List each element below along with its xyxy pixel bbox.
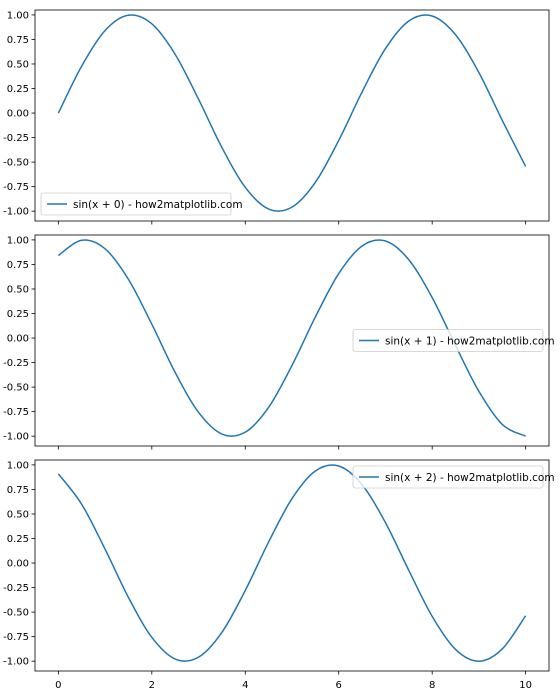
y-tick-label: -0.50 bbox=[3, 383, 29, 394]
x-tick-label: 8 bbox=[429, 680, 435, 691]
y-tick-label: -0.25 bbox=[3, 358, 29, 369]
axes-frame bbox=[34, 9, 550, 222]
y-tick-label: 0.75 bbox=[7, 35, 29, 46]
y-tick-label: 0.25 bbox=[7, 84, 29, 95]
y-tick-label: -0.25 bbox=[3, 583, 29, 594]
y-tick-label: 1.00 bbox=[7, 10, 29, 21]
subplot-3: 1.00 0.75 0.50 0.25 0.00 -0.25 -0.50 -0.75 -1.00… bbox=[3, 459, 555, 691]
legend-label: sin(x + 1) - how2matplotlib.com bbox=[385, 335, 555, 347]
x-tick-label: 6 bbox=[336, 680, 342, 691]
y-tick-label: 1.00 bbox=[7, 460, 29, 471]
y-tick-label: 0.50 bbox=[7, 509, 29, 520]
y-tick-label: -1.00 bbox=[3, 432, 29, 443]
x-tick-label: 4 bbox=[242, 680, 248, 691]
y-tick-label: -1.00 bbox=[3, 207, 29, 218]
y-tick-label: -0.75 bbox=[3, 407, 29, 418]
legend: sin(x + 0) - how2matplotlib.com bbox=[40, 192, 243, 216]
y-tick-label: 0.00 bbox=[7, 334, 29, 345]
y-tick-label: -0.75 bbox=[3, 182, 29, 193]
y-tick-label: 0.50 bbox=[7, 59, 29, 70]
y-tick-label: -0.50 bbox=[3, 608, 29, 619]
y-tick-label: 0.75 bbox=[7, 485, 29, 496]
subplot-1: 1.00 0.75 0.50 0.25 0.00 -0.25 -0.50 -0.75 -1.00… bbox=[3, 9, 550, 225]
y-tick-label: -0.25 bbox=[3, 133, 29, 144]
legend: sin(x + 2) - how2matplotlib.com bbox=[352, 465, 555, 489]
legend-box bbox=[40, 192, 232, 216]
axes-frame bbox=[34, 459, 550, 672]
legend-label: sin(x + 0) - how2matplotlib.com bbox=[73, 199, 243, 211]
y-tick-label: 0.50 bbox=[7, 284, 29, 295]
subplot-2: 1.00 0.75 0.50 0.25 0.00 -0.25 -0.50 -0.75 -1.00… bbox=[3, 234, 555, 450]
x-tick-label: 2 bbox=[149, 680, 155, 691]
series-line-1 bbox=[57, 464, 527, 662]
y-tick-label: 0.75 bbox=[7, 260, 29, 271]
legend-box bbox=[352, 465, 544, 489]
series-line-1 bbox=[57, 14, 527, 212]
x-tick-label: 10 bbox=[519, 680, 532, 691]
y-tick-label: 1.00 bbox=[7, 235, 29, 246]
y-tick-label: -1.00 bbox=[3, 657, 29, 668]
y-tick-label: 0.25 bbox=[7, 309, 29, 320]
legend-label: sin(x + 2) - how2matplotlib.com bbox=[385, 472, 555, 484]
y-tick-label: 0.00 bbox=[7, 559, 29, 570]
y-tick-label: 0.25 bbox=[7, 534, 29, 545]
y-tick-label: 0.00 bbox=[7, 109, 29, 120]
legend-box bbox=[352, 329, 544, 352]
y-tick-label: -0.75 bbox=[3, 632, 29, 643]
y-tick-label: -0.50 bbox=[3, 158, 29, 169]
legend: sin(x + 1) - how2matplotlib.com bbox=[352, 329, 555, 352]
x-tick-label: 0 bbox=[55, 680, 61, 691]
